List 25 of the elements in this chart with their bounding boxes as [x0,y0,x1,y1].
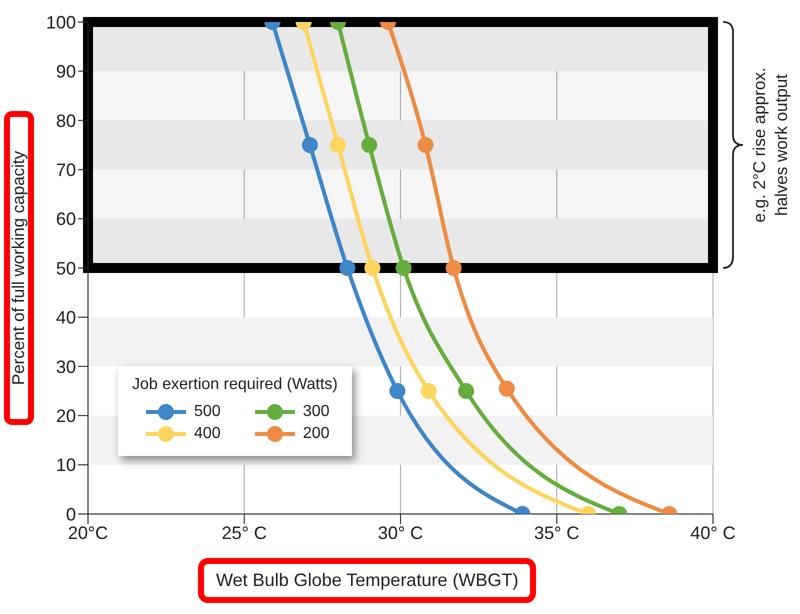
y-tick-label: 80 [56,110,76,131]
y-tick-label: 40 [56,308,76,328]
y-tick-label: 20 [56,406,76,426]
y-tick-label: 60 [56,209,76,230]
x-tick-label: 40° C [690,522,736,543]
x-tick-label: 25° C [222,522,267,543]
legend-label: 300 [302,403,330,422]
y-tick-label: 50 [56,258,76,278]
band-label: e.g. 2°C rise approx. halves work output [749,66,792,225]
legend-label: 200 [302,425,330,444]
legend-title: Job exertion required (Watts) [132,376,338,394]
y-tick-label: 30 [56,356,76,377]
highlight-frame: Wet Bulb Globe Temperature (WBGT) [198,558,536,603]
legend-label: 400 [194,425,221,444]
y-tick-label: 0 [66,504,76,524]
y-tick-label: 10 [56,455,76,476]
x-tick-label: 20°C [68,522,108,543]
x-tick-label: 30° C [378,522,424,543]
y-tick-label: 90 [56,62,76,82]
y-tick-label: 70 [56,160,76,180]
highlight-frame: Percent of full working capacity [4,110,34,426]
x-tick-label: 35° C [534,522,580,543]
y-axis-title: Percent of full working capacity [8,150,29,388]
y-tick-label: 100 [46,12,76,32]
legend-label: 500 [194,403,221,422]
